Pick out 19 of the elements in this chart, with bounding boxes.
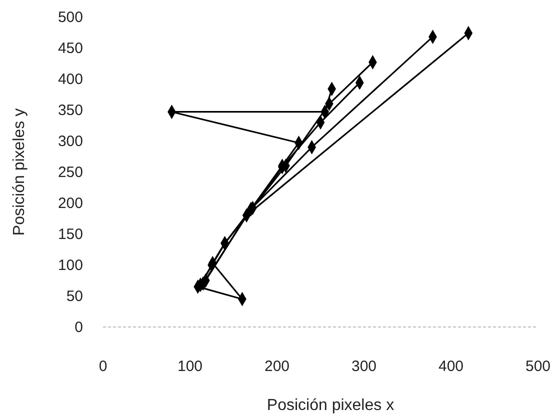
y-tick-label: 500 — [58, 9, 83, 26]
y-tick-label: 150 — [58, 226, 83, 243]
y-tick-label: 300 — [58, 133, 83, 150]
y-tick-label: 100 — [58, 257, 83, 274]
x-axis-title: Posición pixeles x — [266, 397, 394, 414]
y-tick-label: 350 — [58, 102, 83, 119]
y-tick-label: 50 — [66, 288, 83, 305]
x-tick-label: 500 — [525, 358, 551, 375]
x-tick-label: 200 — [264, 358, 290, 375]
y-tick-label: 200 — [58, 195, 83, 212]
y-axis-title: Posición pixeles y — [11, 108, 28, 236]
x-tick-label: 400 — [438, 358, 464, 375]
x-tick-label: 0 — [98, 358, 108, 375]
y-tick-label: 0 — [74, 319, 83, 336]
x-tick-label: 300 — [351, 358, 377, 375]
y-tick-label: 250 — [58, 164, 83, 181]
x-tick-label: 100 — [177, 358, 203, 375]
y-tick-label: 450 — [58, 40, 83, 57]
y-tick-label: 400 — [58, 71, 83, 88]
